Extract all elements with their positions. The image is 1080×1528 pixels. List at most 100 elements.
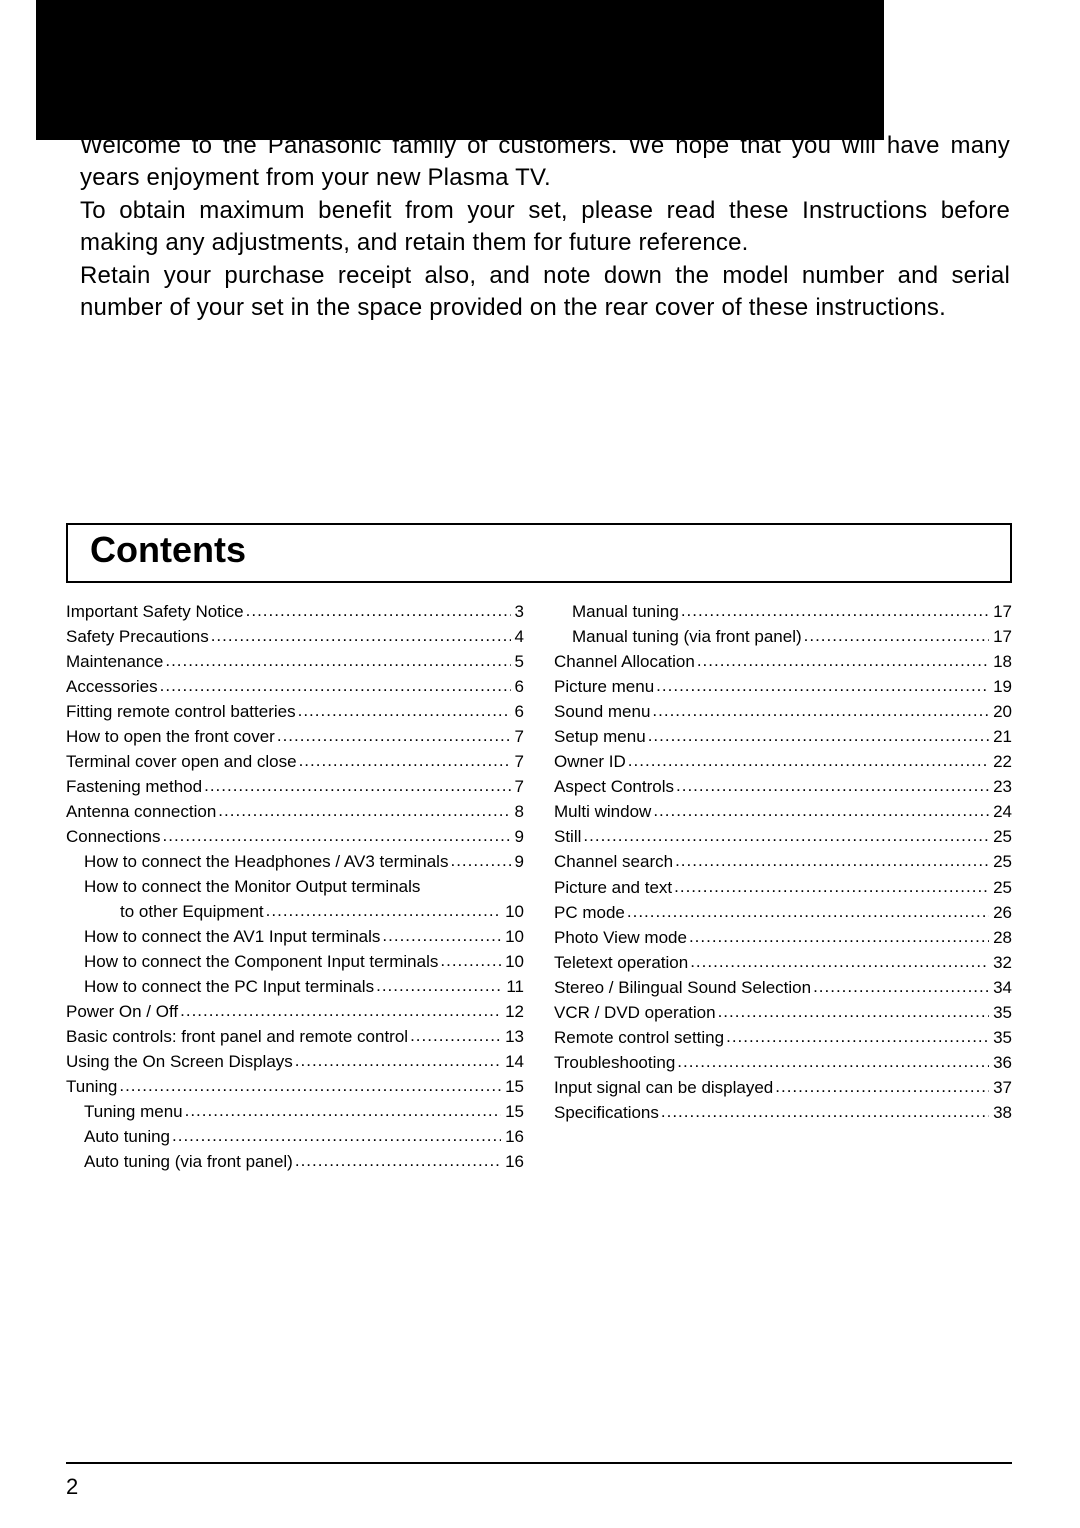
toc-entry-page: 26: [989, 902, 1012, 924]
toc-leader-dots: [438, 950, 501, 967]
toc-leader-dots: [687, 926, 989, 943]
toc-entry: Auto tuning 16: [66, 1125, 524, 1148]
footer-rule: [66, 1462, 1012, 1464]
toc-entry: to other Equipment 10: [66, 900, 524, 923]
toc-entry-label: How to connect the Headphones / AV3 term…: [84, 851, 448, 873]
toc-entry-label: Remote control setting: [554, 1027, 724, 1049]
toc-leader-dots: [216, 800, 510, 817]
toc-entry-label: Terminal cover open and close: [66, 751, 297, 773]
toc-leader-dots: [296, 700, 511, 717]
toc-leader-dots: [650, 700, 989, 717]
toc-entry-page: 35: [989, 1027, 1012, 1049]
toc-leader-dots: [448, 850, 510, 867]
toc-entry-page: 4: [511, 626, 524, 648]
toc-entry-label: Owner ID: [554, 751, 626, 773]
toc-entry: Input signal can be displayed37: [554, 1076, 1012, 1099]
toc-entry-page: 7: [511, 776, 524, 798]
toc-entry-label: Specifications: [554, 1102, 659, 1124]
toc-entry-label: Accessories: [66, 676, 158, 698]
toc-entry-label: Antenna connection: [66, 801, 216, 823]
toc-entry-page: 13: [501, 1026, 524, 1048]
toc-leader-dots: [724, 1026, 989, 1043]
toc-leader-dots: [408, 1025, 501, 1042]
toc-leader-dots: [293, 1150, 501, 1167]
toc-entry-page: 10: [501, 926, 524, 948]
toc-column-right: Manual tuning17Manual tuning (via front …: [554, 600, 1012, 1175]
toc-entry-page: 7: [511, 726, 524, 748]
toc-entry-page: 9: [511, 826, 524, 848]
toc-leader-dots: [651, 800, 989, 817]
toc-leader-dots: [202, 775, 510, 792]
toc-entry-page: 21: [989, 726, 1012, 748]
intro-paragraph-3: Retain your purchase receipt also, and n…: [80, 260, 1010, 325]
toc-entry-page: 10: [501, 901, 524, 923]
toc-entry-label: Connections: [66, 826, 161, 848]
toc-entry-label: Auto tuning (via front panel): [84, 1151, 293, 1173]
toc-entry-page: 38: [989, 1102, 1012, 1124]
toc-entry: Setup menu 21: [554, 725, 1012, 748]
toc-entry-page: 22: [989, 751, 1012, 773]
toc-entry-label: How to connect the Monitor Output termin…: [84, 876, 420, 898]
toc-leader-dots: [209, 625, 511, 642]
toc-leader-dots: [117, 1075, 501, 1092]
toc-entry-page: 28: [989, 927, 1012, 949]
toc-entry-page: 12: [501, 1001, 524, 1023]
toc-entry: Teletext operation32: [554, 951, 1012, 974]
toc-entry: How to connect the Component Input termi…: [66, 950, 524, 973]
toc-entry-label: Fastening method: [66, 776, 202, 798]
toc-leader-dots: [293, 1050, 501, 1067]
toc-entry-label: How to connect the Component Input termi…: [84, 951, 438, 973]
toc-leader-dots: [178, 1000, 501, 1017]
toc-leader-dots: [297, 750, 511, 767]
toc-entry: Picture and text25: [554, 876, 1012, 899]
manual-page: Welcome to the Panasonic family of custo…: [0, 0, 1080, 1528]
toc-entry-page: 17: [989, 601, 1012, 623]
toc-entry: Specifications 38: [554, 1101, 1012, 1124]
toc-leader-dots: [581, 825, 989, 842]
toc-leader-dots: [244, 600, 511, 617]
toc-leader-dots: [183, 1100, 501, 1117]
toc-leader-dots: [626, 750, 989, 767]
toc-leader-dots: [625, 901, 989, 918]
toc-entry-label: Safety Precautions: [66, 626, 209, 648]
toc-entry: Sound menu20: [554, 700, 1012, 723]
toc-entry-label: Aspect Controls: [554, 776, 674, 798]
contents-heading: Contents: [90, 529, 1010, 571]
toc-entry: Stereo / Bilingual Sound Selection34: [554, 976, 1012, 999]
toc-entry: Channel search25: [554, 850, 1012, 873]
toc-column-left: Important Safety Notice3Safety Precautio…: [66, 600, 524, 1175]
toc-entry-label: Tuning: [66, 1076, 117, 1098]
toc-entry: Connections 9: [66, 825, 524, 848]
toc-leader-dots: [654, 675, 989, 692]
toc-entry-page: 25: [989, 851, 1012, 873]
toc-entry-label: Auto tuning: [84, 1126, 170, 1148]
toc-entry-label: Setup menu: [554, 726, 646, 748]
toc-entry-page: 15: [501, 1076, 524, 1098]
toc-leader-dots: [716, 1001, 990, 1018]
toc-entry-page: 5: [511, 651, 524, 673]
toc-entry-page: 36: [989, 1052, 1012, 1074]
toc-entry-label: Stereo / Bilingual Sound Selection: [554, 977, 811, 999]
toc-entry: Fitting remote control batteries6: [66, 700, 524, 723]
toc-entry-page: 7: [511, 751, 524, 773]
toc-entry: Manual tuning 17: [554, 600, 1012, 623]
toc-entry-page: 3: [511, 601, 524, 623]
toc-entry-label: Power On / Off: [66, 1001, 178, 1023]
toc-entry-page: 17: [989, 626, 1012, 648]
toc-leader-dots: [675, 1051, 989, 1068]
toc-entry-label: Manual tuning: [572, 601, 679, 623]
toc-leader-dots: [275, 725, 511, 742]
toc-entry: Still25: [554, 825, 1012, 848]
toc-entry-label: Multi window: [554, 801, 651, 823]
toc-entry: How to connect the AV1 Input terminals10: [66, 925, 524, 948]
page-number: 2: [66, 1474, 78, 1500]
toc-entry-label: Troubleshooting: [554, 1052, 675, 1074]
toc-entry-label: to other Equipment: [120, 901, 264, 923]
toc-entry: Safety Precautions 4: [66, 625, 524, 648]
toc-entry-label: Fitting remote control batteries: [66, 701, 296, 723]
toc-entry-page: 25: [989, 826, 1012, 848]
toc-entry-page: 37: [989, 1077, 1012, 1099]
toc-entry-page: 16: [501, 1126, 524, 1148]
toc-entry-label: Important Safety Notice: [66, 601, 244, 623]
toc-entry-page: 25: [989, 877, 1012, 899]
